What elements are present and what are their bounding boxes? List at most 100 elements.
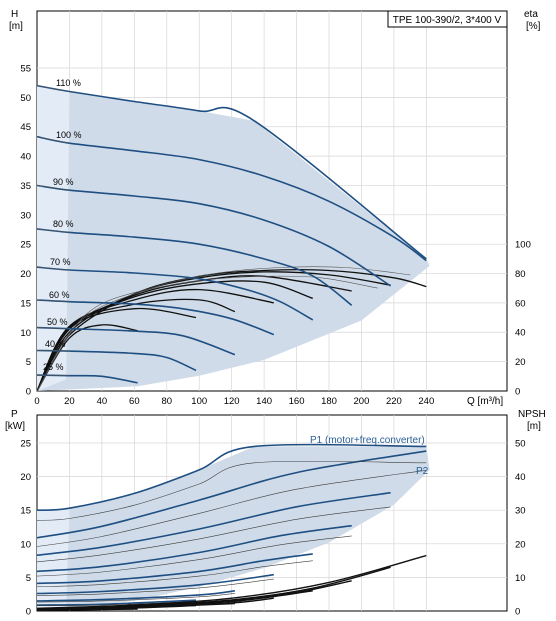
- head-tick-label: 20: [20, 269, 31, 280]
- head-chart: 110 % 100 % 90 % 80 % 70 % 60 % 50 % 40 % 25 % 0…: [9, 9, 541, 407]
- power-curve-p2: [36, 506, 391, 563]
- power-curve: [36, 599, 197, 606]
- eta-axis-label: eta: [524, 9, 538, 20]
- speed-label: 70 %: [50, 257, 71, 267]
- npsh-tick-label: 0: [515, 607, 520, 618]
- npsh-axis-ticks: 0 10 20 30 40 50: [515, 439, 526, 618]
- eta-tick-label: 40: [515, 328, 526, 339]
- speed-label: 50 %: [47, 317, 68, 327]
- p1-series-label: P1 (motor+freq.converter): [310, 435, 425, 446]
- power-chart: 0 5 10 15 20 25 0 10 20 30 40 50 P [kW] NPSH [m] P…: [5, 409, 546, 618]
- power-curve: [36, 491, 391, 556]
- speed-label: 40 %: [45, 339, 66, 349]
- power-tick-label: 15: [20, 506, 31, 517]
- head-tick-label: 25: [20, 240, 31, 251]
- power-axis-label-unit: [kW]: [5, 421, 25, 432]
- head-axis-label-unit: [m]: [9, 21, 23, 32]
- x-tick-label: 200: [354, 396, 370, 407]
- power-curve-p2: [36, 593, 235, 603]
- head-axis-ticks: 0 5 10 15 20 25 30 35 40 45 50 55: [20, 64, 31, 398]
- eta-curve-thin: [36, 266, 411, 392]
- power-curve: [36, 450, 427, 539]
- x-tick-label: 220: [386, 396, 402, 407]
- power-tick-label: 20: [20, 472, 31, 483]
- head-tick-label: 0: [26, 387, 31, 398]
- x-tick-label: 0: [34, 396, 39, 407]
- eta-tick-label: 0: [515, 387, 520, 398]
- head-operating-region-edge: [37, 85, 70, 392]
- head-operating-region: [37, 85, 430, 391]
- eta-tick-label: 80: [515, 269, 526, 280]
- npsh-tick-label: 30: [515, 506, 526, 517]
- power-curve: [36, 524, 352, 573]
- power-curve-p2: [36, 460, 427, 521]
- head-curve-extension: [36, 228, 70, 233]
- head-tick-label: 55: [20, 64, 31, 75]
- x-tick-label: 80: [161, 396, 172, 407]
- speed-label: 80 %: [53, 219, 74, 229]
- head-tick-label: 40: [20, 152, 31, 163]
- head-curve-extension: [36, 266, 70, 271]
- power-curves: [36, 443, 427, 611]
- head-tick-label: 50: [20, 93, 31, 104]
- head-curve-extension: [36, 85, 70, 92]
- head-curve-extension: [36, 374, 70, 377]
- x-tick-label: 180: [321, 396, 337, 407]
- eta-curve-thin: [36, 275, 378, 392]
- x-tick-label: 120: [224, 396, 240, 407]
- power-tick-label: 5: [26, 573, 31, 584]
- head-axis-label-h: H: [11, 9, 18, 20]
- head-curves: [36, 84, 427, 384]
- x-tick-label: 140: [256, 396, 272, 407]
- power-tick-label: 10: [20, 539, 31, 550]
- power-curve: [36, 590, 235, 602]
- x-tick-label: 20: [64, 396, 75, 407]
- head-tick-label: 15: [20, 298, 31, 309]
- x-tick-label: 60: [129, 396, 140, 407]
- npsh-axis-unit: [m]: [527, 421, 541, 432]
- head-curve-extension: [36, 350, 70, 352]
- x-axis-ticks: 0 20 40 60 80 100 120 140 160 180 200 220 240: [34, 396, 434, 407]
- x-tick-label: 240: [418, 396, 434, 407]
- power-axis-ticks: 0 5 10 15 20 25: [20, 439, 31, 618]
- x-axis-label: Q [m³/h]: [467, 396, 503, 407]
- head-tick-label: 35: [20, 181, 31, 192]
- head-curve-extension: [36, 327, 70, 330]
- eta-curve: [36, 271, 391, 392]
- power-tick-label: 0: [26, 607, 31, 618]
- npsh-tick-label: 20: [515, 539, 526, 550]
- x-tick-label: 160: [289, 396, 305, 407]
- power-curve-p2: [36, 560, 313, 588]
- power-tick-label: 25: [20, 439, 31, 450]
- eta-axis-unit: [%]: [526, 21, 541, 32]
- npsh-axis-label: NPSH: [518, 409, 546, 420]
- power-operating-region: [37, 446, 430, 611]
- head-tick-label: 10: [20, 328, 31, 339]
- eta-curve: [36, 268, 427, 392]
- npsh-tick-label: 10: [515, 573, 526, 584]
- npsh-curves: [36, 554, 427, 611]
- npsh-tick-label: 50: [515, 439, 526, 450]
- npsh-curve: [36, 608, 138, 611]
- npsh-tick-label: 40: [515, 472, 526, 483]
- chart-title: TPE 100-390/2, 3*400 V: [393, 15, 502, 26]
- head-curve: [36, 184, 392, 287]
- head-curve-extension: [36, 185, 70, 191]
- power-axis-label-p: P: [11, 409, 18, 420]
- head-tick-label: 5: [26, 357, 31, 368]
- power-curve-p2: [36, 535, 352, 577]
- eta-tick-label: 100: [515, 240, 531, 251]
- power-curve: [36, 553, 313, 585]
- x-tick-label: 100: [191, 396, 207, 407]
- head-curve-extension: [36, 136, 70, 144]
- eta-tick-label: 20: [515, 357, 526, 368]
- x-tick-label: 40: [97, 396, 108, 407]
- speed-label: 25 %: [43, 362, 64, 372]
- speed-label: 110 %: [56, 78, 81, 88]
- head-curve: [36, 135, 427, 262]
- efficiency-curves: [36, 266, 427, 392]
- power-curve: [36, 443, 427, 511]
- power-curve-p2: [36, 578, 274, 596]
- eta-tick-label: 60: [515, 298, 526, 309]
